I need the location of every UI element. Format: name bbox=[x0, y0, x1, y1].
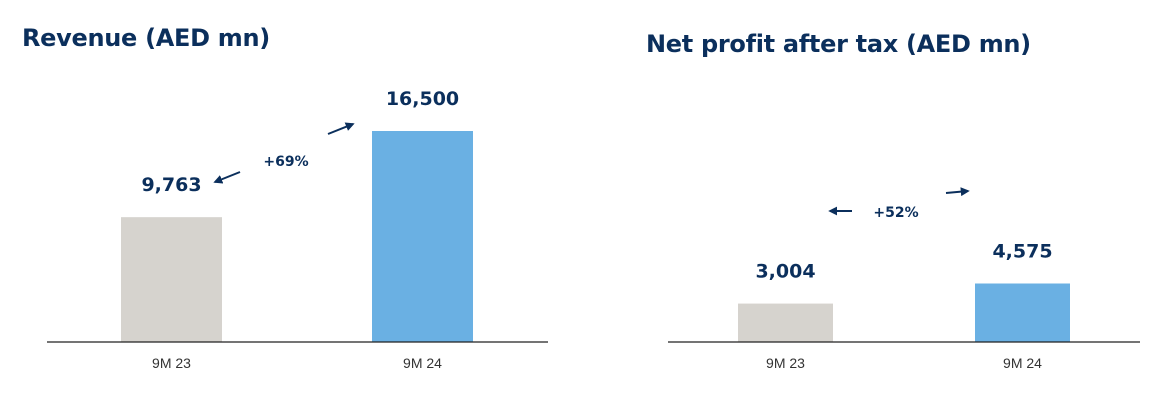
net-profit-value-label-1: 4,575 bbox=[992, 240, 1052, 262]
revenue-change-label: +69% bbox=[263, 154, 308, 170]
revenue-bar-1 bbox=[372, 131, 473, 342]
revenue-bar-0 bbox=[121, 217, 222, 342]
net-profit-bar-0 bbox=[738, 303, 833, 342]
net-profit-value-label-0: 3,004 bbox=[755, 261, 815, 283]
revenue-value-label-1: 16,500 bbox=[386, 88, 459, 110]
net-profit-chart-title: Net profit after tax (AED mn) bbox=[646, 30, 1031, 58]
net-profit-bar-1 bbox=[975, 283, 1070, 342]
revenue-change-arrow-0 bbox=[213, 171, 241, 184]
net-profit-change-label: +52% bbox=[873, 205, 918, 221]
net-profit-tick-label-0: 9M 23 bbox=[766, 355, 805, 371]
revenue-tick-label-1: 9M 24 bbox=[403, 355, 442, 371]
revenue-chart-title: Revenue (AED mn) bbox=[22, 24, 270, 52]
revenue-value-label-0: 9,763 bbox=[141, 174, 201, 196]
net-profit-tick-label-1: 9M 24 bbox=[1003, 355, 1042, 371]
revenue-tick-label-0: 9M 23 bbox=[152, 355, 191, 371]
net-profit-change-arrow-1 bbox=[945, 187, 970, 197]
revenue-change-arrow-1 bbox=[327, 122, 355, 135]
